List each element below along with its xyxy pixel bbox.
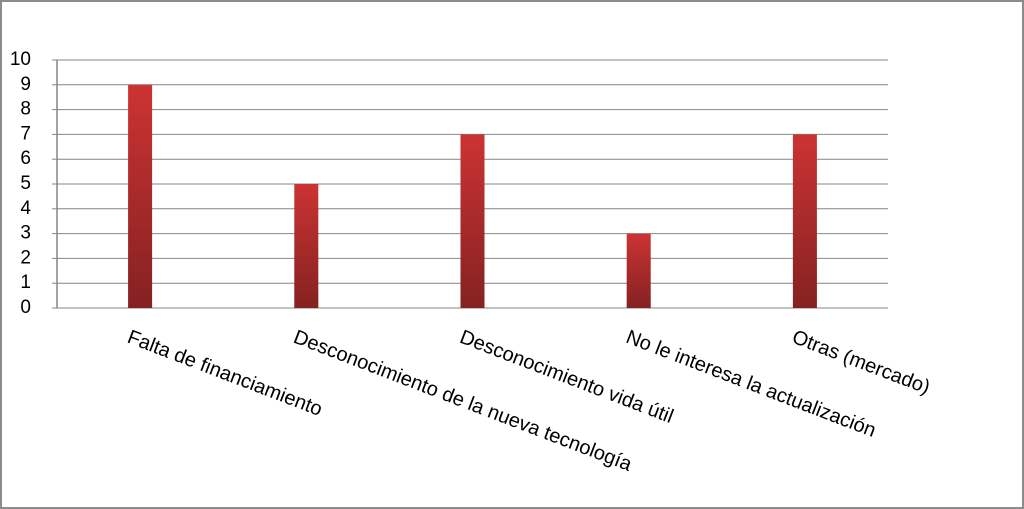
y-tick-label: 7 bbox=[20, 123, 31, 144]
bar-shade bbox=[128, 84, 153, 308]
y-tick-label: 6 bbox=[20, 148, 31, 169]
y-tick-label: 1 bbox=[20, 272, 31, 293]
y-tick-label: 5 bbox=[20, 173, 31, 194]
bar-shade bbox=[626, 233, 651, 308]
y-tick-label: 4 bbox=[20, 198, 31, 219]
bar-shade bbox=[792, 134, 817, 308]
y-tick-label: 3 bbox=[20, 223, 31, 244]
y-tick-label: 8 bbox=[20, 99, 31, 120]
bar-shade bbox=[294, 184, 319, 308]
y-tick-label: 10 bbox=[10, 49, 31, 70]
y-tick-label: 9 bbox=[20, 74, 31, 95]
y-tick-label: 0 bbox=[20, 297, 31, 318]
bar-shade bbox=[460, 134, 485, 308]
marks bbox=[128, 84, 817, 308]
y-tick-label: 2 bbox=[20, 247, 31, 268]
